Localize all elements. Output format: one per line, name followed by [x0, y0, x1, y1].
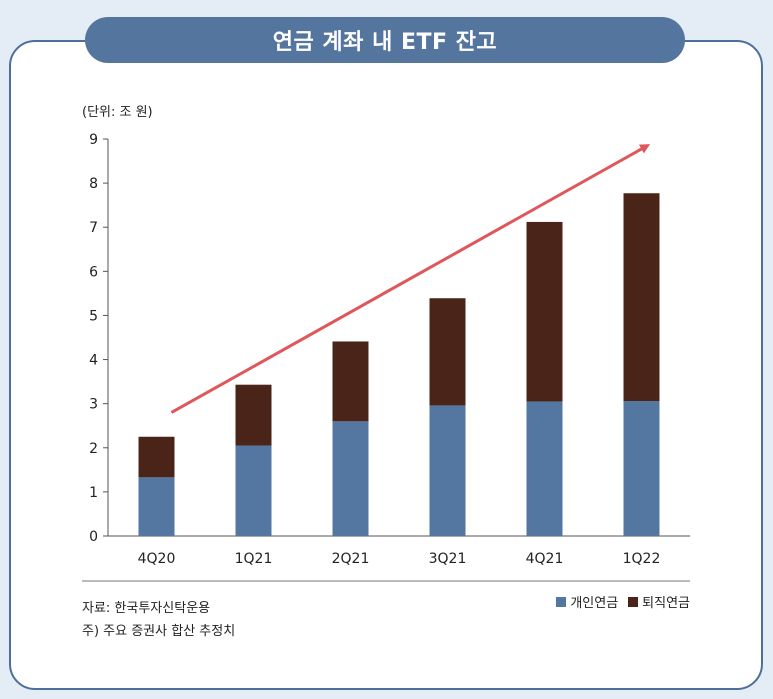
bar-retirement	[526, 221, 563, 402]
legend-item-personal: 개인연금	[556, 592, 618, 611]
legend-item-retirement: 퇴직연금	[628, 592, 690, 611]
x-tick-label: 1Q22	[623, 551, 661, 567]
y-tick-label: 2	[89, 441, 98, 457]
bar-personal	[332, 421, 369, 536]
legend-label-retirement: 퇴직연금	[642, 596, 690, 611]
source-note: 자료: 한국투자신탁운용	[82, 601, 211, 616]
y-tick-label: 9	[89, 132, 98, 148]
x-tick-label: 3Q21	[429, 551, 467, 567]
x-tick-label: 1Q21	[235, 551, 273, 567]
y-tick-label: 6	[89, 264, 98, 280]
legend-swatch-retirement	[628, 596, 639, 607]
bar-personal	[235, 445, 272, 536]
bar-personal	[623, 401, 660, 536]
x-tick-label: 4Q20	[138, 551, 176, 567]
y-tick-label: 4	[89, 353, 98, 369]
bar-personal	[429, 405, 466, 536]
x-tick-label: 4Q21	[526, 551, 564, 567]
bar-personal	[526, 401, 563, 536]
unit-label: (단위: 조 원)	[82, 105, 153, 120]
bar-retirement	[235, 384, 272, 446]
bar-retirement	[138, 436, 175, 478]
legend: 개인연금 퇴직연금	[556, 592, 690, 611]
y-tick-label: 7	[89, 220, 98, 236]
bar-retirement	[429, 298, 466, 406]
legend-label-personal: 개인연금	[570, 596, 619, 611]
x-tick-label: 2Q21	[332, 551, 370, 567]
y-tick-label: 3	[89, 397, 98, 413]
y-tick-label: 5	[89, 308, 98, 324]
legend-swatch-personal	[556, 596, 567, 607]
bar-personal	[138, 477, 175, 536]
trend-arrow	[170, 144, 651, 414]
y-tick-label: 1	[89, 485, 98, 501]
bar-retirement	[623, 193, 660, 402]
bar-retirement	[332, 341, 369, 422]
chart-title: 연금 계좌 내 ETF 잔고	[85, 17, 685, 63]
y-tick-label: 8	[89, 176, 98, 192]
y-tick-label: 0	[89, 529, 98, 545]
footnote: 주) 주요 증권사 합산 추정치	[82, 624, 236, 639]
